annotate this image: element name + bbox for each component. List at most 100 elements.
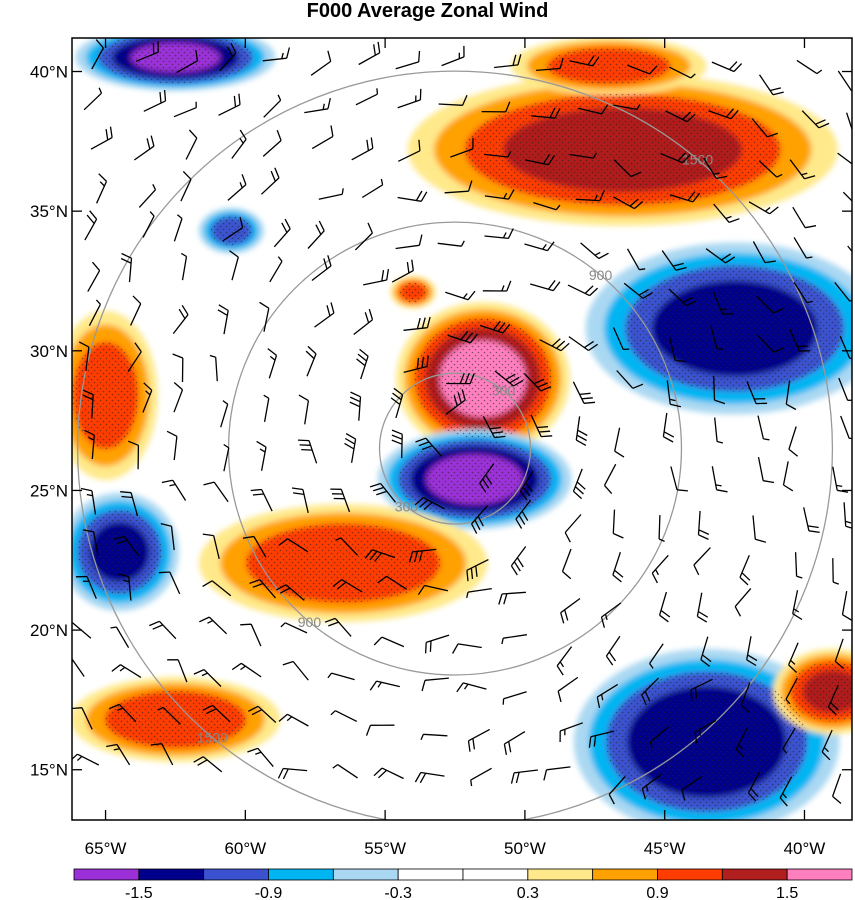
wind-barb — [456, 682, 487, 693]
wind-barb — [304, 97, 331, 114]
wind-barb — [596, 683, 619, 709]
latitude-axis: 40°N 35°N 30°N 25°N 20°N 15°N — [30, 63, 852, 780]
wind-barb — [391, 259, 414, 283]
wind-barb — [710, 325, 724, 350]
colorbar-swatch — [786, 868, 853, 881]
wind-barb — [612, 509, 624, 539]
wind-barb — [481, 101, 511, 113]
colorbar-swatch — [462, 868, 529, 881]
wind-barb — [660, 152, 691, 164]
wind-barb — [249, 579, 276, 599]
wind-barb — [172, 353, 184, 383]
wind-barb — [161, 479, 187, 501]
wind-barb — [260, 167, 280, 195]
wind-barb — [626, 248, 646, 271]
wind-barb — [572, 381, 596, 404]
wind-barb — [785, 380, 797, 411]
wind-barb — [467, 728, 491, 752]
wind-barb — [561, 548, 572, 580]
wind-barb — [441, 45, 465, 67]
wind-barb — [355, 88, 379, 106]
wind-barb — [397, 88, 422, 109]
wind-barb — [603, 463, 617, 495]
wind-barb — [203, 481, 229, 503]
wind-barb — [444, 180, 473, 194]
lat-tick-label: 30°N — [30, 342, 68, 361]
wind-barb — [242, 535, 267, 558]
wind-barb — [351, 137, 374, 161]
wind-barb — [557, 676, 579, 703]
wind-barb — [166, 430, 178, 461]
wind-barb — [297, 439, 318, 464]
colorbar-label: 0.3 — [517, 885, 539, 900]
wind-barb — [502, 691, 527, 705]
range-ring-label: 300 — [492, 383, 516, 399]
wind-barb — [395, 50, 421, 70]
wind-barb — [437, 240, 465, 247]
wind-barb — [575, 416, 588, 446]
lon-tick-label: 50°W — [504, 839, 546, 858]
lon-tick-label: 65°W — [85, 839, 127, 858]
colorbar-swatch — [268, 868, 334, 881]
wind-barb — [78, 341, 90, 371]
wind-barb — [82, 389, 94, 419]
wind-barb — [831, 773, 842, 804]
wind-barb — [395, 234, 423, 250]
wind-barb — [420, 733, 448, 741]
wind-barb — [120, 252, 133, 283]
wind-barb — [167, 659, 188, 683]
colorbar-swatch — [138, 868, 205, 881]
wind-barb — [785, 677, 798, 705]
wind-barb — [564, 514, 582, 543]
wind-barb — [280, 622, 308, 634]
colorbar-swatch — [397, 868, 464, 881]
wind-barb — [827, 684, 839, 716]
wind-barb — [417, 584, 449, 596]
wind-barb — [690, 678, 713, 701]
wind-barb — [173, 101, 197, 118]
wind-barb — [471, 505, 488, 534]
wind-barb — [263, 394, 270, 423]
wind-barb — [501, 634, 527, 645]
wind-barb — [445, 389, 466, 415]
wind-barb — [670, 466, 688, 492]
wind-barb — [298, 394, 310, 425]
colorbar-swatch — [527, 868, 594, 881]
wind-barb — [708, 108, 739, 120]
wind-barb — [793, 237, 813, 259]
wind-barb — [747, 771, 761, 802]
wind-barb — [110, 626, 130, 649]
wind-barb — [665, 110, 696, 123]
wind-barb — [484, 228, 514, 240]
wind-barb — [202, 704, 231, 723]
wind-barb — [666, 380, 682, 408]
wind-barb — [356, 348, 369, 380]
lon-tick-label: 40°W — [784, 839, 826, 858]
wind-barb — [219, 42, 237, 72]
lat-tick-label: 25°N — [30, 481, 68, 500]
wind-barb — [414, 497, 445, 511]
wind-barb — [837, 152, 852, 165]
stipple-region — [98, 38, 253, 84]
range-ring-1500 — [77, 70, 833, 820]
wind-barb — [332, 579, 363, 593]
wind-barb — [160, 522, 175, 551]
wind-barb — [756, 295, 784, 314]
wind-barb — [318, 188, 344, 200]
wind-barb — [311, 125, 334, 150]
wind-barb — [227, 174, 247, 201]
wind-barb — [843, 502, 852, 529]
wind-barb — [202, 580, 232, 597]
wind-barb — [358, 41, 381, 66]
wind-barb — [262, 129, 282, 157]
wind-barb — [72, 753, 100, 766]
wind-barb — [231, 129, 247, 159]
wind-barb — [572, 468, 586, 500]
wind-barb — [247, 747, 274, 768]
wind-barb — [199, 616, 228, 635]
wind-barb — [259, 301, 270, 332]
wind-barb — [735, 727, 748, 758]
wind-barb — [821, 729, 833, 761]
wind-barb — [575, 190, 605, 202]
wind-barb — [567, 284, 599, 297]
